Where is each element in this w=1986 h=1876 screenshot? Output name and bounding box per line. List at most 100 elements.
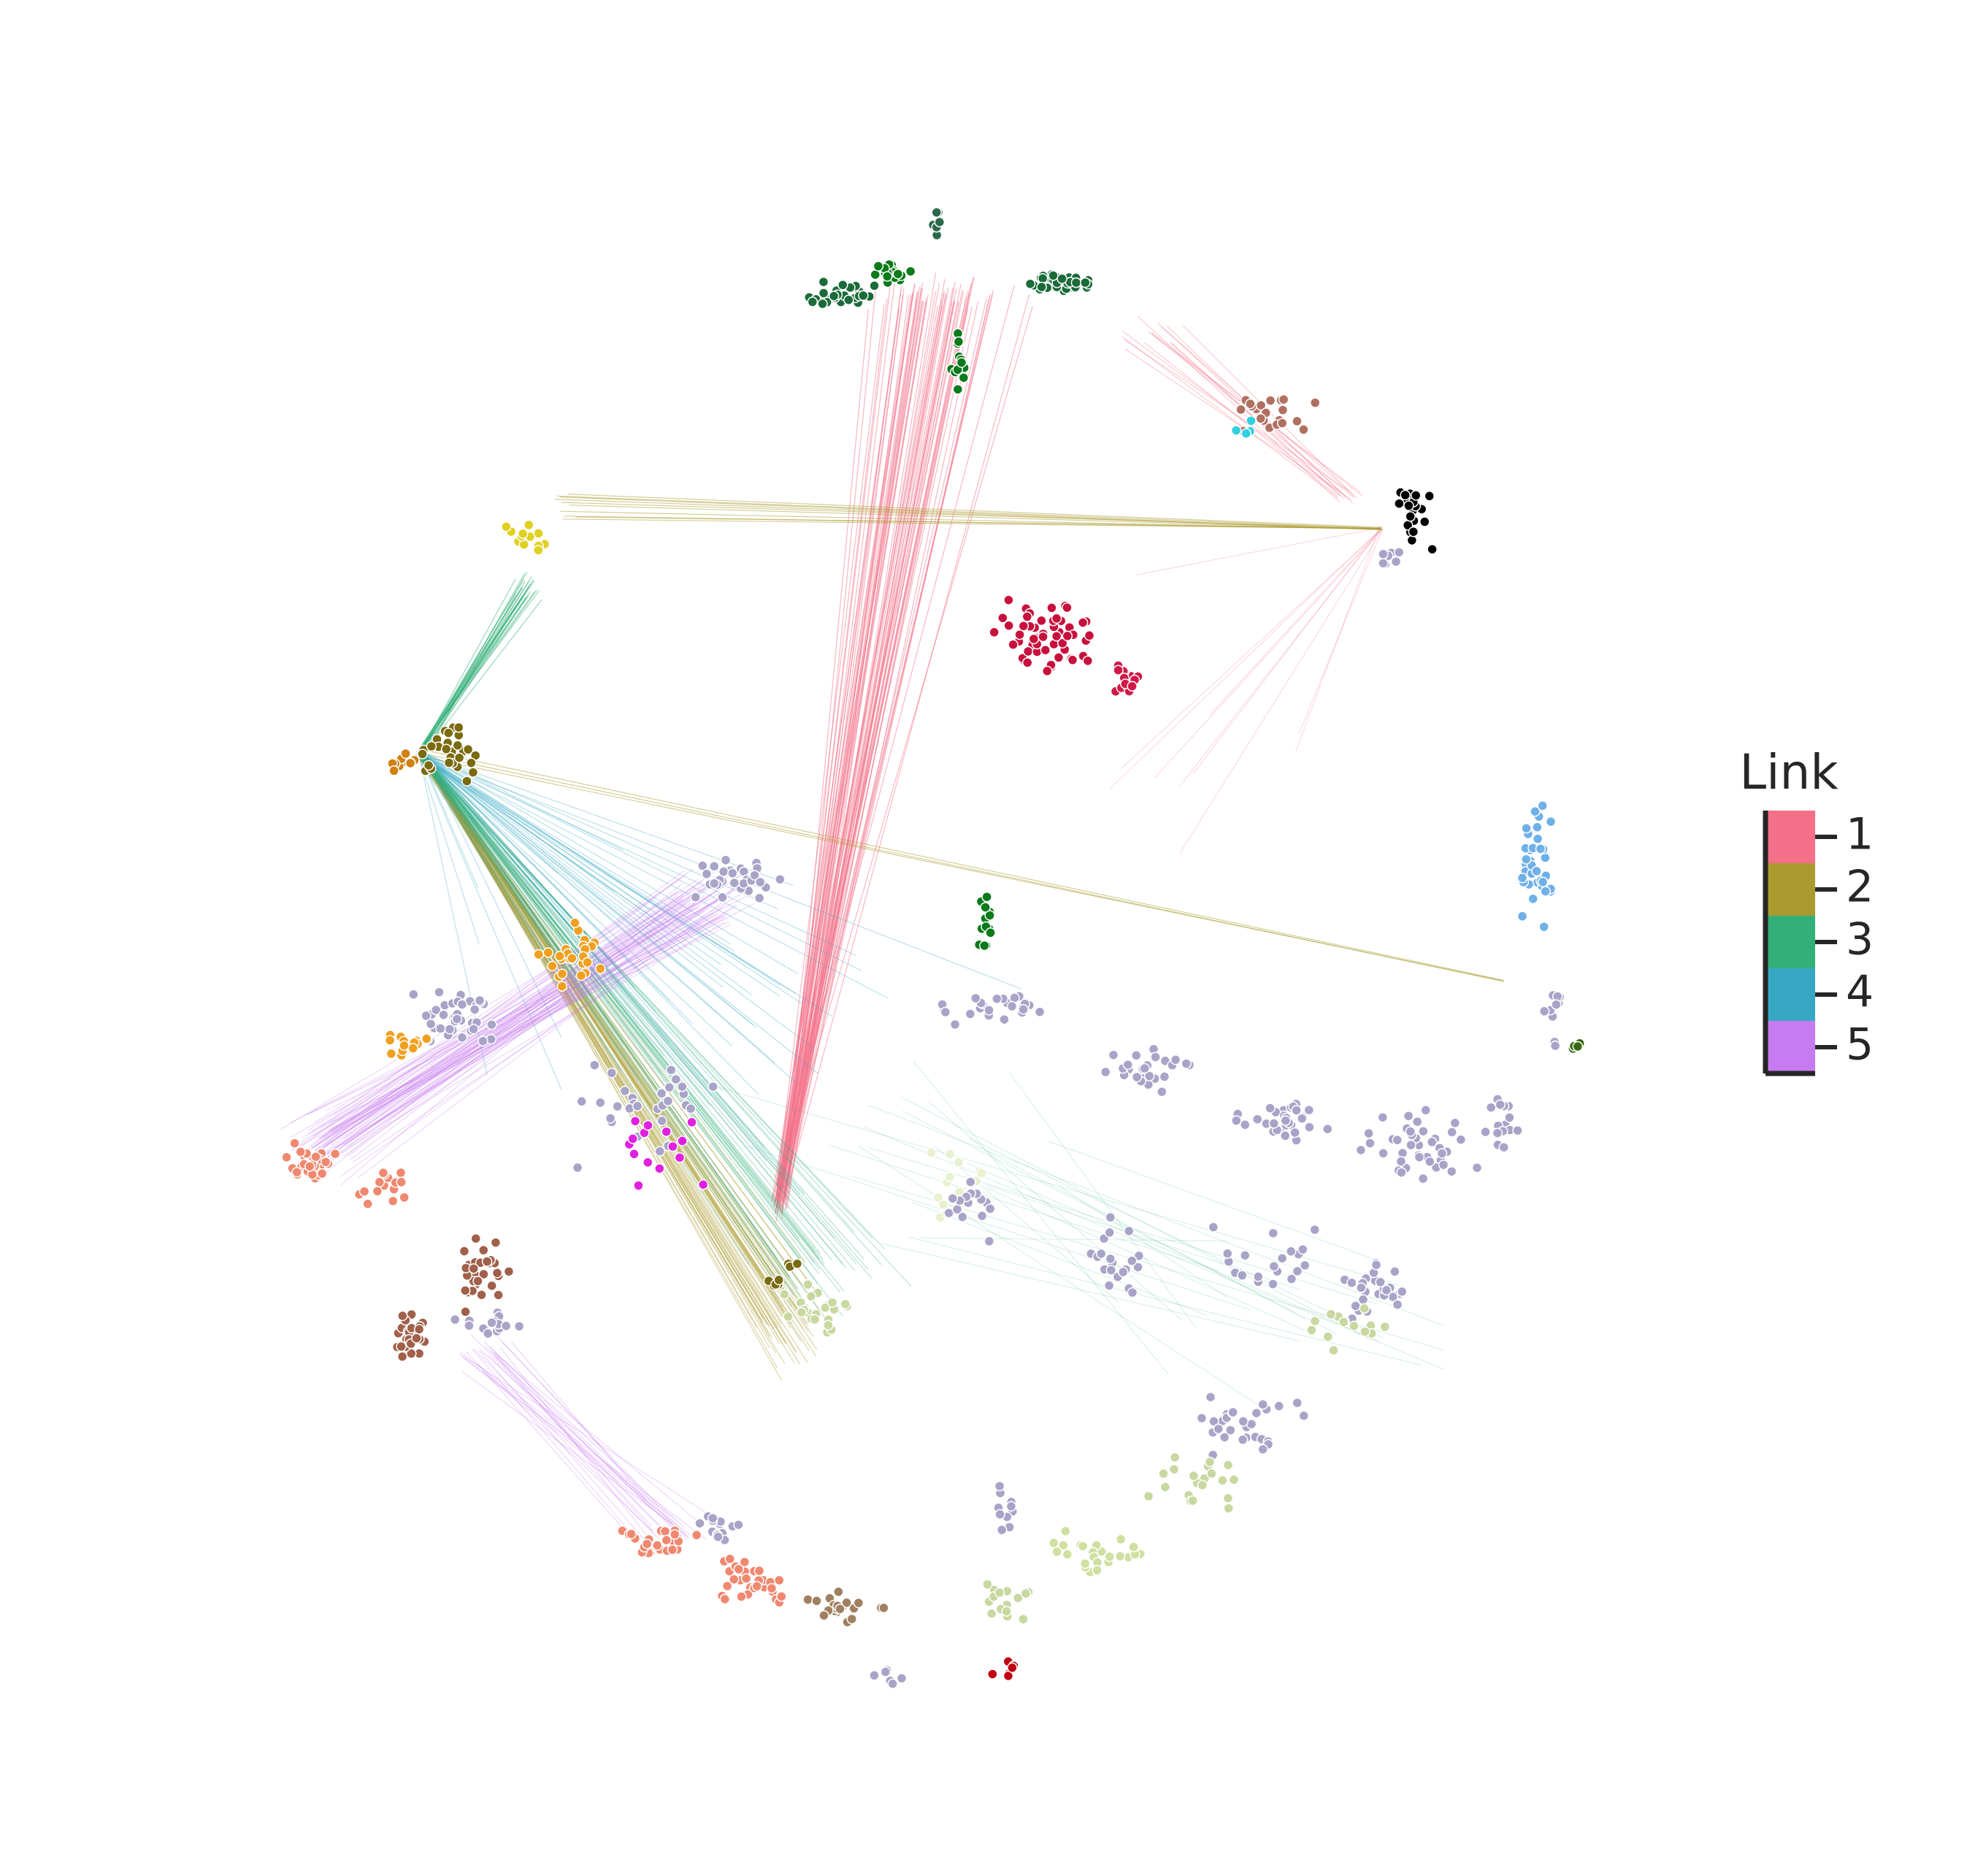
colorbar-segment [1765, 968, 1815, 1022]
node [1239, 1119, 1251, 1130]
edge [1151, 333, 1354, 498]
edge [969, 1138, 1384, 1339]
node [1268, 1260, 1280, 1272]
edge [783, 301, 956, 1202]
node [472, 1276, 483, 1287]
node [1346, 1277, 1357, 1288]
node [1028, 633, 1040, 645]
node [719, 1593, 731, 1605]
node [944, 1149, 956, 1160]
node [533, 528, 544, 539]
node [984, 1203, 996, 1214]
node [1231, 1115, 1242, 1126]
node [1410, 490, 1422, 501]
edge [420, 749, 1504, 981]
node [1132, 1261, 1143, 1273]
node [728, 1574, 740, 1585]
colorbar-segment [1765, 863, 1815, 916]
node [556, 968, 568, 979]
edge [418, 753, 809, 1325]
node [827, 1297, 838, 1308]
edge [967, 1163, 1381, 1343]
colorbar-segment [1765, 1021, 1815, 1074]
edge [421, 749, 805, 1195]
node [1517, 873, 1528, 884]
node [1122, 1059, 1134, 1071]
node [1034, 1006, 1046, 1017]
node [1036, 281, 1047, 293]
edge [421, 751, 752, 995]
node [533, 545, 544, 556]
node [1127, 681, 1138, 692]
node [982, 1579, 993, 1590]
node [773, 1274, 784, 1286]
edge [420, 756, 857, 1265]
node [880, 1666, 892, 1677]
edge [423, 754, 777, 1353]
edge [421, 752, 783, 1318]
node [1322, 1123, 1333, 1135]
node [843, 294, 854, 305]
node [1455, 1134, 1467, 1145]
node [459, 1285, 471, 1296]
node [1067, 654, 1078, 666]
node [659, 1525, 671, 1537]
node [994, 1480, 1005, 1492]
node [517, 528, 529, 540]
edge [1121, 528, 1383, 769]
edge [421, 754, 640, 1081]
node [1378, 548, 1389, 559]
node [397, 1310, 408, 1322]
node [873, 261, 884, 272]
edge [935, 1146, 1119, 1302]
node [896, 1672, 908, 1684]
edge [1059, 1185, 1227, 1298]
node [1545, 816, 1557, 827]
edge [306, 895, 705, 1179]
node [931, 207, 942, 218]
edge [423, 754, 813, 1048]
node [944, 1171, 956, 1182]
edge [489, 1346, 681, 1536]
node [691, 1529, 702, 1541]
edge [421, 753, 794, 886]
edge [422, 754, 670, 1001]
node [1251, 1114, 1263, 1125]
node [1417, 1173, 1429, 1184]
edge [900, 1095, 1372, 1341]
edge [307, 900, 697, 1158]
edge [310, 877, 716, 1170]
node [807, 296, 818, 307]
edge [418, 754, 856, 1271]
edge [464, 1358, 689, 1538]
node [1181, 1058, 1192, 1069]
node [778, 1289, 790, 1300]
node [707, 1512, 718, 1524]
edge [420, 754, 792, 1322]
edge [421, 754, 800, 1290]
edge [418, 750, 873, 1279]
edge [419, 751, 770, 1348]
node [853, 1597, 864, 1609]
edge [418, 581, 530, 754]
node [641, 1539, 653, 1550]
node [1108, 1049, 1119, 1060]
node [1517, 911, 1528, 922]
node [1008, 639, 1019, 650]
colorbar-tick-label: 2 [1846, 862, 1874, 913]
edge [880, 1242, 1302, 1342]
node [754, 1565, 765, 1577]
node [476, 1289, 487, 1301]
node [934, 216, 946, 228]
edge [908, 1236, 1422, 1366]
edge [928, 1100, 1183, 1321]
edge [420, 751, 820, 1270]
node [567, 953, 578, 964]
edge [421, 599, 542, 756]
node [460, 1306, 471, 1317]
node [1080, 277, 1091, 288]
node [1537, 800, 1548, 811]
node [1053, 652, 1065, 663]
edge [418, 751, 788, 1317]
node [289, 1138, 300, 1149]
